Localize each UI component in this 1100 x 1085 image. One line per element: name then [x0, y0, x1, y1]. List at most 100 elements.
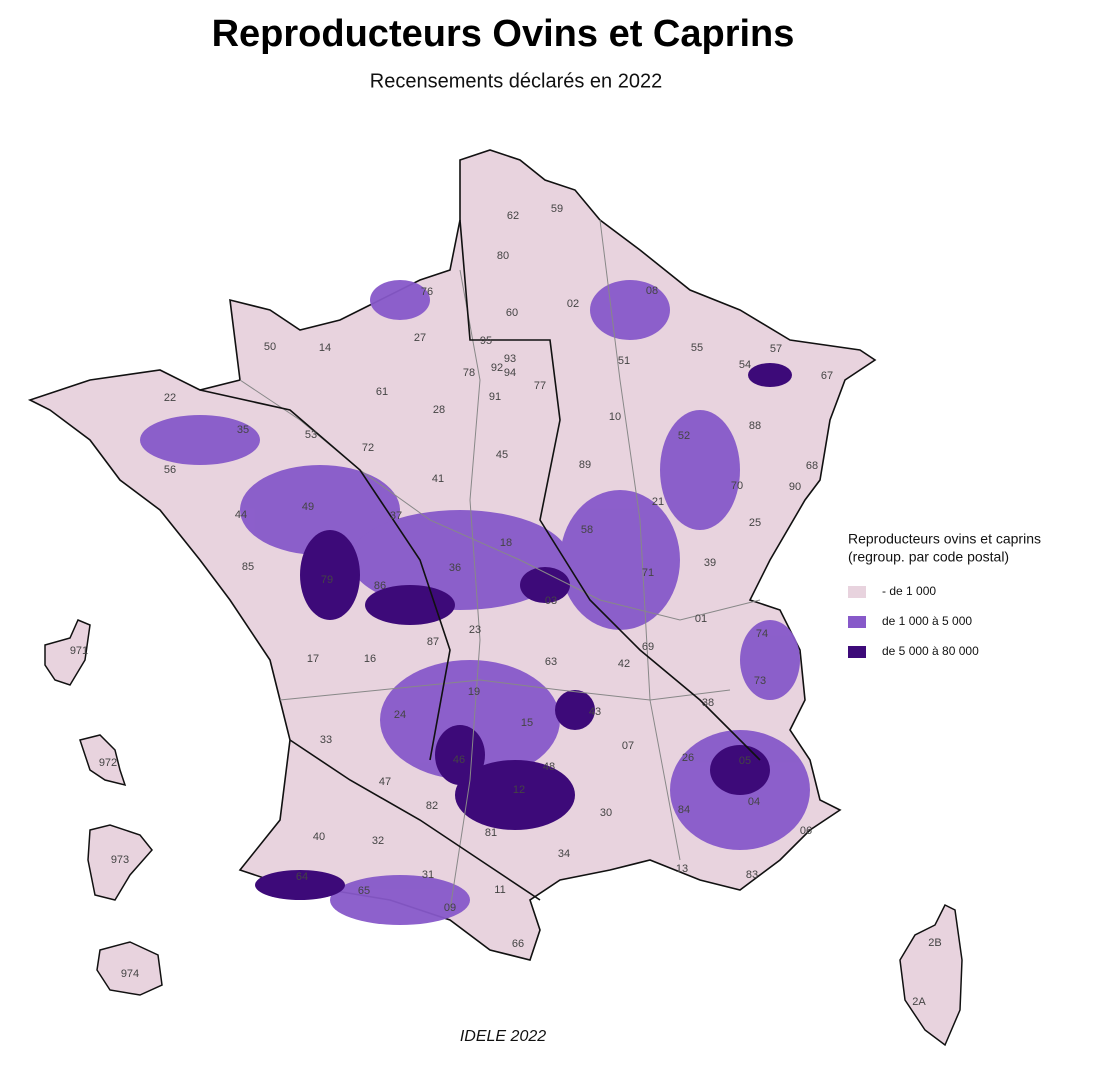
border [279, 679, 731, 701]
france-map [27, 149, 963, 1047]
department-label: 01 [695, 613, 707, 625]
area [380, 660, 560, 780]
department-label: 69 [642, 641, 654, 653]
department-label: 76 [421, 286, 433, 298]
department-label: 09 [444, 902, 456, 914]
martinique [79, 734, 127, 787]
department-label: 90 [789, 481, 801, 493]
department-label: 59 [551, 203, 563, 215]
department-label: 28 [433, 404, 445, 416]
department-label: 82 [426, 800, 438, 812]
department-label: 87 [427, 636, 439, 648]
department-label: 30 [600, 807, 612, 819]
department-label: 57 [770, 343, 782, 355]
legend: Reproducteurs ovins et caprins (regroup.… [848, 531, 1041, 658]
region-border [289, 739, 541, 901]
department-label: 73 [754, 675, 766, 687]
department-label: 83 [746, 869, 758, 881]
department-label: 973 [111, 854, 129, 866]
area [660, 410, 740, 530]
department-label: 71 [642, 567, 654, 579]
area [350, 510, 570, 610]
department-label: 50 [264, 341, 276, 353]
department-label: 07 [622, 740, 634, 752]
department-label: 31 [422, 869, 434, 881]
legend-title: (regroup. par code postal) [848, 549, 1009, 565]
department-label: 02 [567, 298, 579, 310]
area [748, 363, 792, 387]
department-label: 65 [358, 885, 370, 897]
department-label: 22 [164, 392, 176, 404]
guyane [87, 824, 153, 901]
department-label: 80 [497, 250, 509, 262]
subtitle: Recensements déclarés en 2022 [370, 70, 662, 92]
high-class-areas [255, 363, 792, 900]
border [449, 269, 481, 911]
area [240, 465, 400, 555]
area [300, 530, 360, 620]
department-label: 971 [70, 645, 88, 657]
area [255, 870, 345, 900]
area [740, 620, 800, 700]
title: Reproducteurs Ovins et Caprins [212, 13, 795, 55]
department-label: 67 [821, 370, 833, 382]
department-label: 55 [691, 342, 703, 354]
department-label: 84 [678, 804, 690, 816]
department-label: 41 [432, 473, 444, 485]
department-label: 06 [800, 825, 812, 837]
department-label: 54 [739, 359, 751, 371]
department-label: 2B [928, 937, 941, 949]
department-label: 27 [414, 332, 426, 344]
region-border [199, 389, 451, 761]
region-border [459, 219, 761, 761]
department-label: 43 [589, 706, 601, 718]
department-label: 58 [581, 524, 593, 536]
department-label: 53 [305, 429, 317, 441]
department-label: 60 [506, 307, 518, 319]
legend-title: Reproducteurs ovins et caprins [848, 531, 1041, 547]
department-label: 13 [676, 863, 688, 875]
department-label: 12 [513, 784, 525, 796]
department-label: 18 [500, 537, 512, 549]
department-label: 10 [609, 411, 621, 423]
department-label: 63 [545, 656, 557, 668]
department-label: 21 [652, 496, 664, 508]
department-label: 03 [545, 595, 557, 607]
department-label: 68 [806, 460, 818, 472]
department-label: 38 [702, 697, 714, 709]
department-label: 40 [313, 831, 325, 843]
department-label: 51 [618, 355, 630, 367]
reunion [96, 941, 163, 996]
department-label: 44 [235, 509, 247, 521]
department-label: 77 [534, 380, 546, 392]
border [599, 219, 681, 861]
legend-label: - de 1 000 [882, 584, 936, 598]
border [239, 379, 761, 621]
department-label: 81 [485, 827, 497, 839]
department-label: 48 [543, 761, 555, 773]
department-label: 61 [376, 386, 388, 398]
department-label: 85 [242, 561, 254, 573]
department-label: 972 [99, 757, 117, 769]
department-label: 46 [453, 754, 465, 766]
department-label: 66 [512, 938, 524, 950]
department-label: 79 [321, 574, 333, 586]
department-label: 14 [319, 342, 331, 354]
legend-swatch [848, 646, 866, 658]
department-label: 23 [469, 624, 481, 636]
department-label: 15 [521, 717, 533, 729]
department-label: 92 [491, 362, 503, 374]
mid-class-areas [140, 280, 810, 925]
area [555, 690, 595, 730]
department-label: 42 [618, 658, 630, 670]
department-label: 78 [463, 367, 475, 379]
department-label: 17 [307, 653, 319, 665]
corsica [899, 903, 963, 1047]
area [140, 415, 260, 465]
department-label: 56 [164, 464, 176, 476]
caption: IDELE 2022 [460, 1028, 546, 1045]
department-label: 33 [320, 734, 332, 746]
department-label: 64 [296, 871, 308, 883]
